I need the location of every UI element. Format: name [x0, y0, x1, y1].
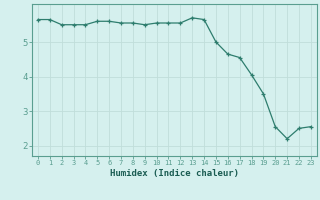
X-axis label: Humidex (Indice chaleur): Humidex (Indice chaleur)	[110, 169, 239, 178]
